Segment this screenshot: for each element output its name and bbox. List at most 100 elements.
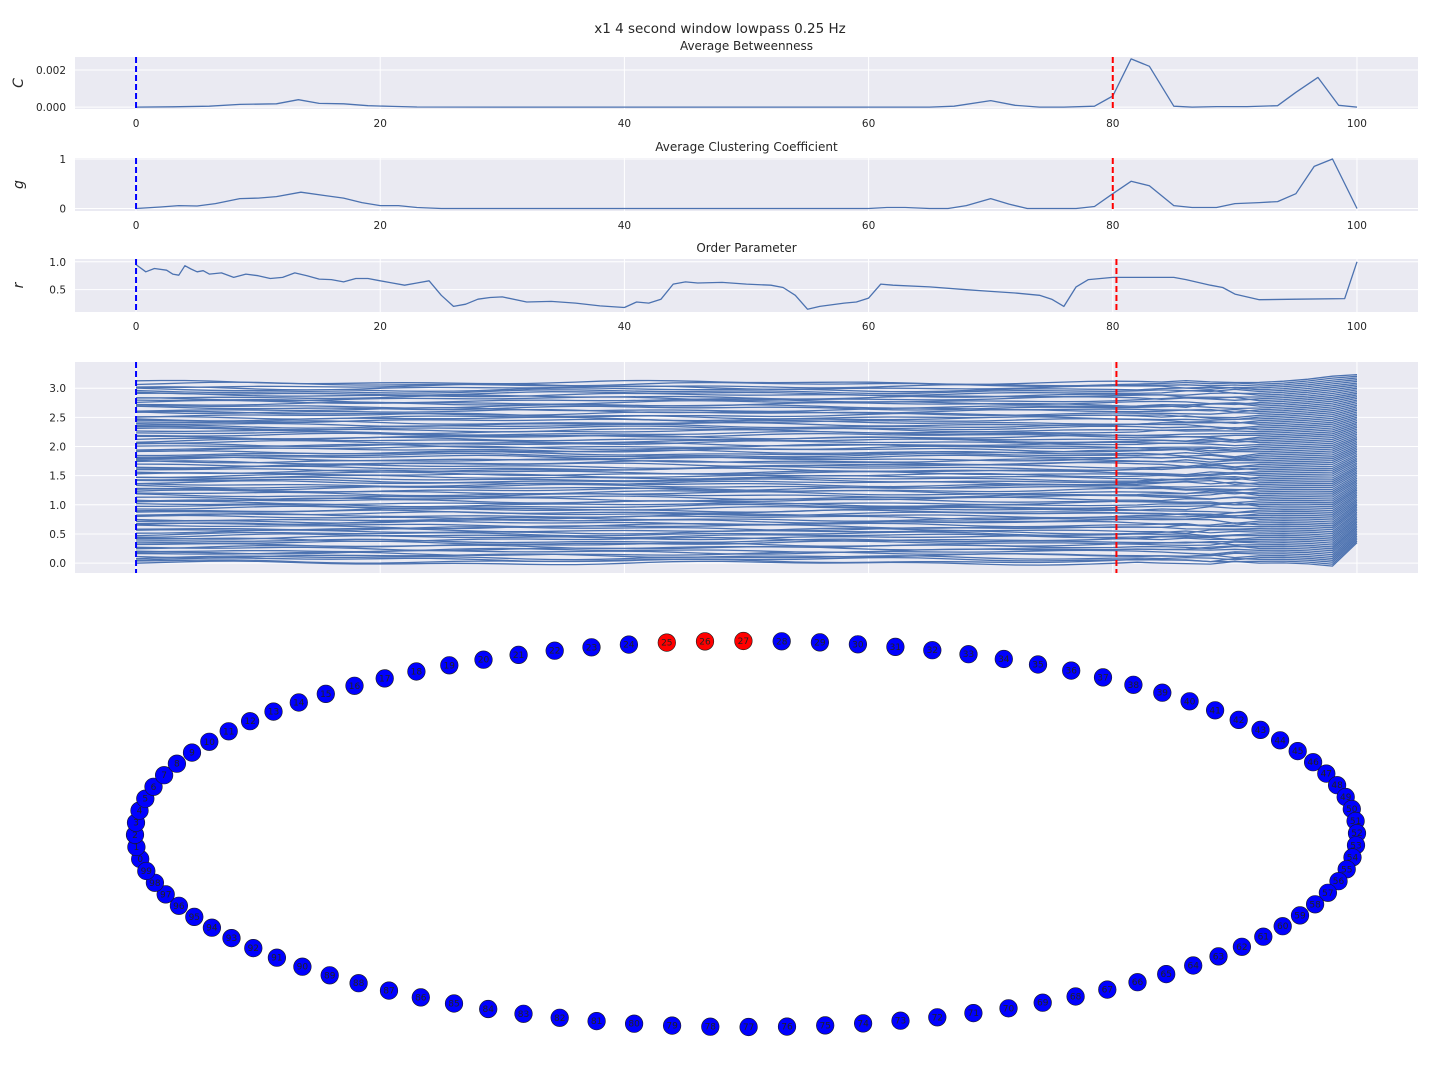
node-circle [1318,883,1337,902]
graph-node: 31 [886,637,905,657]
node-label: 21 [513,651,524,661]
x-tick-label: 60 [862,321,875,333]
phase-line [135,382,1358,395]
graph-node: 8 [167,754,186,773]
node-circle [1157,964,1176,984]
node-label: 2 [132,831,138,841]
node-circle [1290,906,1310,925]
panel-title: Order Parameter [696,241,796,255]
phase-line [135,373,1358,385]
node-circle [241,712,260,731]
node-label: 42 [1233,716,1244,726]
graph-node: 13 [264,702,283,721]
node-label: 32 [927,646,938,656]
node-circle [169,896,188,915]
node-circle [928,1008,947,1027]
node-label: 49 [1340,793,1352,803]
node-label: 25 [661,639,672,649]
graph-node: 45 [1288,741,1307,761]
phase-line [136,443,1358,461]
x-tick-label: 80 [1106,118,1119,130]
phase-line [135,499,1358,521]
node-label: 84 [482,1005,494,1015]
node-label: 61 [1258,933,1269,943]
x-tick-label: 60 [862,118,875,130]
phase-line [135,394,1358,409]
graph-node: 11 [219,722,238,741]
node-label: 11 [223,727,234,737]
node-circle [777,1017,797,1036]
graph-node: 84 [479,999,498,1019]
phase-line [135,441,1358,459]
node-circle [375,669,394,688]
graph-node: 73 [891,1011,910,1030]
graph-node: 21 [509,645,528,665]
node-label: 6 [151,783,157,793]
graph-node: 38 [1124,675,1143,694]
node-label: 91 [271,954,282,964]
graph-node: 75 [816,1016,835,1035]
node-label: 15 [320,690,331,700]
graph-node: 36 [1062,661,1081,680]
node-circle [550,1008,569,1027]
node-label: 98 [149,879,161,889]
graph-node: 66 [1128,973,1147,992]
graph-node: 77 [739,1017,758,1037]
node-label: 60 [1277,922,1289,932]
graph-node: 81 [587,1011,606,1031]
node-circle [379,981,399,1000]
graph-node: 74 [853,1014,873,1033]
phase-line [135,542,1358,567]
x-tick-label: 100 [1347,118,1367,130]
graph-node: 39 [1153,683,1172,702]
x-tick-label: 80 [1106,321,1119,333]
phase-line [135,397,1358,411]
graph-node: 94 [202,918,221,937]
graph-node: 79 [662,1016,682,1035]
node-label: 10 [204,738,216,748]
graph-node: 6 [144,777,163,796]
node-circle [999,999,1018,1018]
graph-node: 37 [1093,668,1113,687]
node-circle [1153,683,1172,702]
node-circle [1205,701,1225,720]
node-label: 4 [137,807,143,817]
phase-line [135,516,1358,539]
series-line [135,261,1358,310]
graph-node: 7 [155,766,174,785]
node-label: 3 [133,819,139,829]
node-label: 77 [743,1023,754,1033]
y-tick-label: 3.0 [49,383,66,395]
node-label: 86 [415,993,427,1003]
phase-line [135,511,1358,534]
node-label: 41 [1209,706,1220,716]
node-label: 99 [141,867,153,877]
node-circle [444,994,464,1013]
graph-node: 10 [200,732,219,751]
node-label: 13 [268,708,279,718]
graph-node: 12 [241,712,260,731]
node-label: 1 [134,843,140,853]
graph-node: 25 [657,633,676,652]
node-label: 62 [1236,943,1247,953]
node-label: 38 [1128,681,1140,691]
graph-node: 40 [1180,692,1199,711]
graph-node: 56 [1329,872,1348,891]
phase-line [135,455,1358,473]
graph-node: 91 [267,948,287,967]
node-circle [345,676,364,695]
graph-node: 58 [1305,895,1325,914]
x-tick-label: 100 [1347,321,1367,333]
node-label: 64 [1187,962,1199,972]
phase-line [135,379,1358,391]
graph-node: 29 [810,633,830,652]
node-circle [264,702,283,721]
node-circle [167,754,186,773]
node-circle [816,1016,835,1035]
node-label: 28 [776,637,788,647]
node-label: 96 [173,902,185,912]
node-circle [891,1011,910,1030]
node-label: 23 [586,643,597,653]
graph-node: 24 [619,635,639,654]
